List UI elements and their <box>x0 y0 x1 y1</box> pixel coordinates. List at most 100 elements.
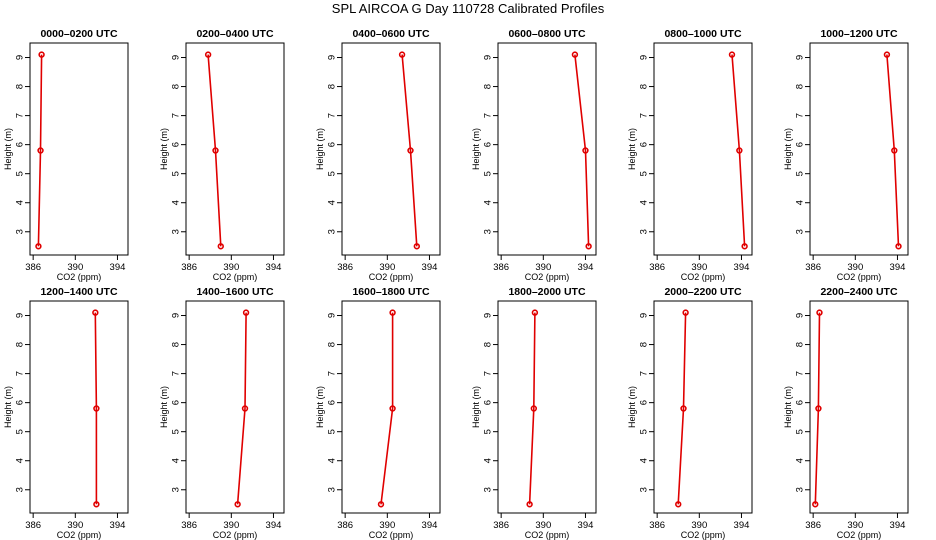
y-tick-label: 9 <box>170 55 181 60</box>
y-tick-label: 9 <box>794 55 805 60</box>
y-tick-label: 9 <box>638 55 649 60</box>
plot-frame <box>497 300 597 514</box>
profile-point <box>895 243 902 250</box>
panel-3: 0400–0600 UTC 386 390 394 CO2 (ppm) 3 4 5 6 7 8 9 He… <box>315 28 441 282</box>
profile-point <box>531 309 539 316</box>
profile-point <box>675 501 682 508</box>
panel-10: 1800–2000 UTC 386 390 394 CO2 (ppm) 3 4 5 6 7 8 9 He… <box>471 286 597 540</box>
x-axis-label: CO2 (ppm) <box>213 272 258 282</box>
y-tick-label: 5 <box>326 429 337 434</box>
profile-point <box>398 51 406 58</box>
panel-4: 0600–0800 UTC 386 390 394 CO2 (ppm) 3 4 5 6 7 8 9 He… <box>471 28 597 282</box>
panel-title: 0000–0200 UTC <box>40 28 117 40</box>
co2-profile-line <box>574 54 590 247</box>
y-tick-label: 5 <box>794 429 805 434</box>
x-tick-label: 394 <box>734 262 750 273</box>
y-tick-label: 6 <box>326 400 337 405</box>
panel-title: 1600–1800 UTC <box>352 286 429 298</box>
x-tick-label: 386 <box>649 520 665 531</box>
x-axis-label: CO2 (ppm) <box>57 272 102 282</box>
y-tick-label: 4 <box>14 458 25 463</box>
y-tick-label: 3 <box>14 487 25 492</box>
y-tick-label: 7 <box>482 371 493 376</box>
plot-frame <box>809 42 909 256</box>
profile-point <box>815 405 822 412</box>
y-tick-label: 3 <box>794 229 805 234</box>
x-axis-label: CO2 (ppm) <box>837 272 882 282</box>
y-tick-label: 4 <box>638 200 649 205</box>
plot-frame <box>185 42 285 256</box>
plot-frame <box>653 300 753 514</box>
y-tick-label: 9 <box>14 55 25 60</box>
co2-profile-line <box>401 54 418 247</box>
y-tick-label: 7 <box>14 371 25 376</box>
y-tick-label: 3 <box>170 487 181 492</box>
x-tick-label: 390 <box>535 262 551 273</box>
x-tick-label: 386 <box>493 262 509 273</box>
y-axis-label: Height (m) <box>159 128 169 170</box>
panel-7: 1200–1400 UTC 386 390 394 CO2 (ppm) 3 4 5 6 7 8 9 He… <box>3 286 129 540</box>
y-tick-label: 8 <box>170 84 181 89</box>
y-tick-label: 5 <box>638 171 649 176</box>
y-tick-label: 7 <box>794 113 805 118</box>
profile-point <box>38 51 45 58</box>
x-tick-label: 386 <box>181 520 197 531</box>
co2-profile-line <box>886 54 900 247</box>
profile-point <box>37 147 44 154</box>
x-axis-label: CO2 (ppm) <box>525 530 570 540</box>
x-tick-label: 390 <box>67 262 83 273</box>
x-tick-label: 390 <box>535 520 551 531</box>
y-tick-label: 3 <box>482 229 493 234</box>
profile-point <box>204 51 212 58</box>
x-tick-label: 394 <box>110 262 126 273</box>
profile-point <box>212 147 219 154</box>
panel-title: 1200–1400 UTC <box>40 286 117 298</box>
y-tick-label: 5 <box>14 171 25 176</box>
y-tick-label: 9 <box>638 313 649 318</box>
y-tick-label: 8 <box>14 84 25 89</box>
y-tick-label: 4 <box>326 458 337 463</box>
y-tick-label: 6 <box>326 142 337 147</box>
x-tick-label: 390 <box>847 520 863 531</box>
y-tick-label: 9 <box>326 313 337 318</box>
y-tick-label: 9 <box>482 313 493 318</box>
y-tick-label: 7 <box>638 113 649 118</box>
y-tick-label: 8 <box>14 342 25 347</box>
x-tick-label: 390 <box>691 520 707 531</box>
y-tick-label: 5 <box>638 429 649 434</box>
panel-title: 1400–1600 UTC <box>196 286 273 298</box>
x-tick-label: 390 <box>379 520 395 531</box>
y-tick-label: 6 <box>638 400 649 405</box>
x-tick-label: 394 <box>890 520 906 531</box>
x-tick-label: 386 <box>25 520 41 531</box>
y-axis-label: Height (m) <box>471 386 481 428</box>
y-tick-label: 5 <box>482 171 493 176</box>
panel-title: 2000–2200 UTC <box>664 286 741 298</box>
x-tick-label: 394 <box>422 262 438 273</box>
x-tick-label: 394 <box>734 520 750 531</box>
x-axis-label: CO2 (ppm) <box>369 272 414 282</box>
profile-point <box>413 243 421 250</box>
x-tick-label: 386 <box>25 262 41 273</box>
profile-point <box>93 501 100 508</box>
profile-point <box>812 501 819 508</box>
plot-frame <box>29 42 129 256</box>
y-axis-label: Height (m) <box>627 386 637 428</box>
x-axis-label: CO2 (ppm) <box>525 272 570 282</box>
x-tick-label: 390 <box>223 520 239 531</box>
profile-point <box>526 501 533 508</box>
panel-6: 1000–1200 UTC 386 390 394 CO2 (ppm) 3 4 5 6 7 8 9 He… <box>783 28 909 282</box>
y-axis-label: Height (m) <box>783 386 793 428</box>
panel-5: 0800–1000 UTC 386 390 394 CO2 (ppm) 3 4 5 6 7 8 9 He… <box>627 28 753 282</box>
y-tick-label: 7 <box>794 371 805 376</box>
y-axis-label: Height (m) <box>627 128 637 170</box>
profile-point <box>234 501 241 508</box>
profile-point <box>736 147 743 154</box>
x-tick-label: 394 <box>266 520 282 531</box>
y-tick-label: 4 <box>482 200 493 205</box>
x-axis-label: CO2 (ppm) <box>681 272 726 282</box>
y-tick-label: 9 <box>170 313 181 318</box>
y-tick-label: 6 <box>14 142 25 147</box>
x-tick-label: 394 <box>578 520 594 531</box>
y-tick-label: 9 <box>326 55 337 60</box>
